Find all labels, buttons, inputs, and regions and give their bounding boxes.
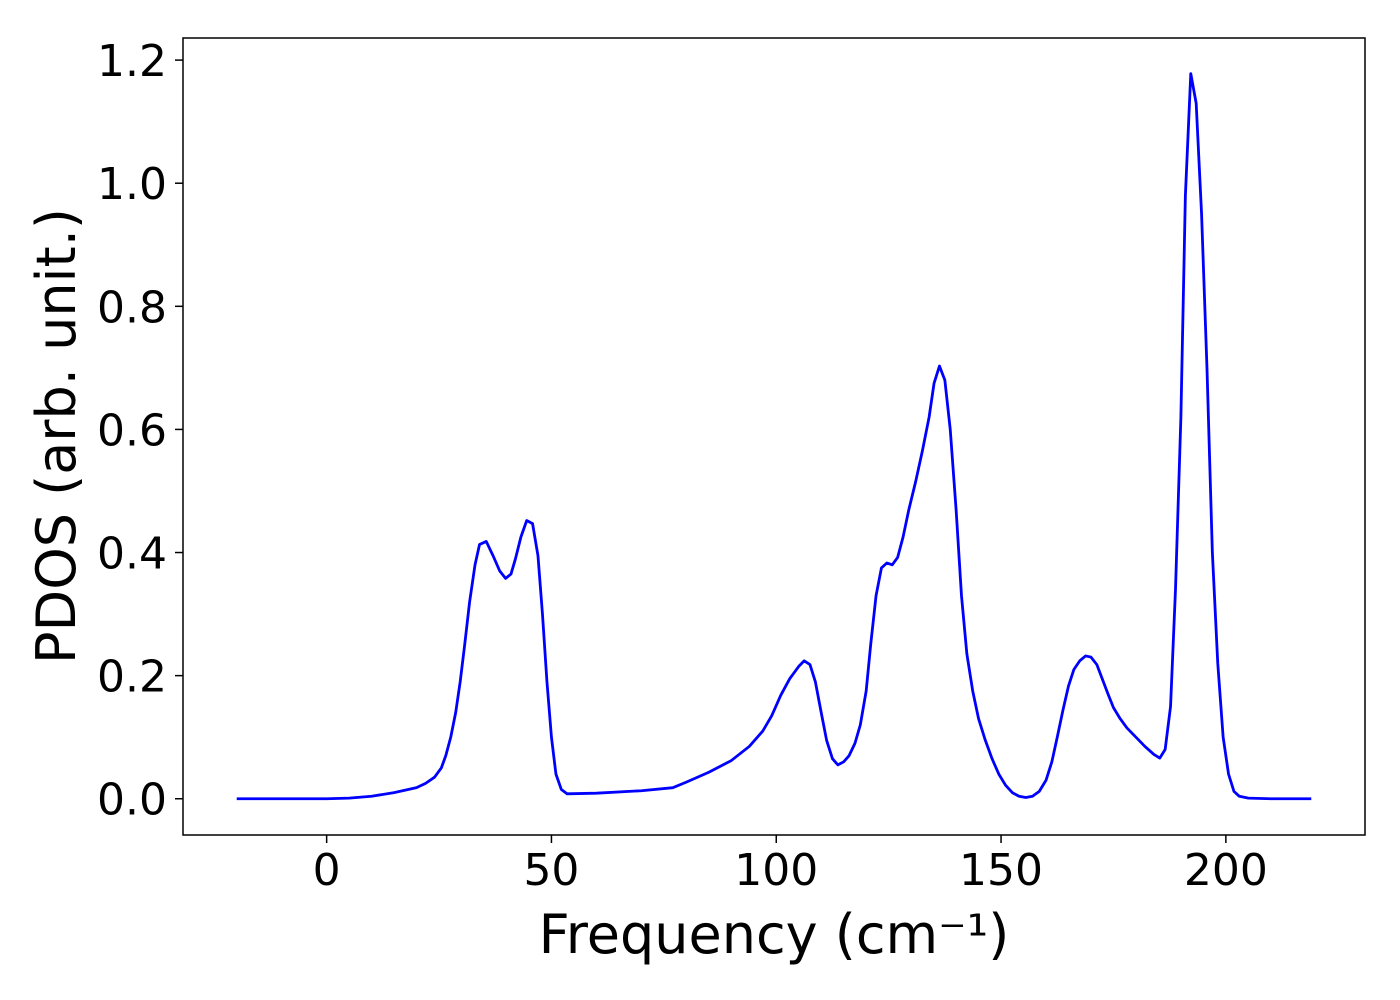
x-axis-label: Frequency (cm⁻¹) xyxy=(539,903,1010,966)
x-tick-label: 50 xyxy=(523,845,579,896)
data-line xyxy=(236,72,1312,801)
y-tick-label: 0.2 xyxy=(97,652,167,703)
y-tick-label: 1.0 xyxy=(97,159,167,210)
y-tick-label: 0.8 xyxy=(97,282,167,333)
y-tick-label: 0.0 xyxy=(97,775,167,826)
x-tick-label: 200 xyxy=(1184,845,1268,896)
plot-frame xyxy=(182,37,1366,836)
y-tick-label: 1.2 xyxy=(97,36,167,87)
y-tick-label: 0.6 xyxy=(97,405,167,456)
x-tick-label: 0 xyxy=(313,845,341,896)
y-tick-label: 0.4 xyxy=(97,529,167,580)
x-tick-label: 100 xyxy=(734,845,818,896)
x-tick-label: 150 xyxy=(959,845,1043,896)
y-axis-label: PDOS (arb. unit.) xyxy=(25,208,88,664)
